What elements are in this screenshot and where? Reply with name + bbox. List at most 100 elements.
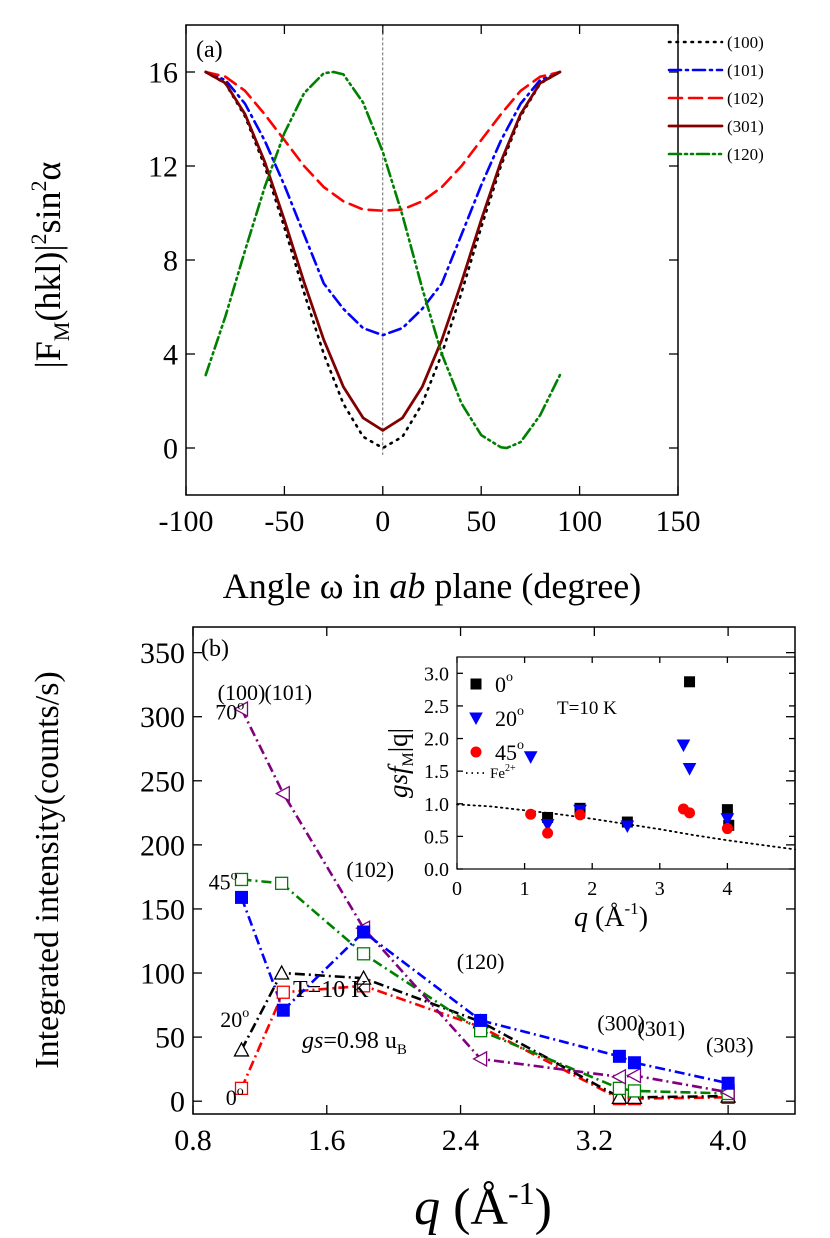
inset-series bbox=[456, 676, 796, 851]
panel-b-data-point bbox=[276, 1003, 290, 1017]
panel-b-data-point bbox=[474, 1013, 488, 1027]
inset-y-tick-label: 0.5 bbox=[424, 826, 449, 848]
inset-data-point bbox=[684, 807, 696, 819]
inset-data-point bbox=[574, 809, 586, 821]
panel-b-peak-labels: (100) (101) (102) (120) (300)(301) (303) bbox=[218, 680, 754, 1057]
panel-b-x-tick-label: 3.2 bbox=[576, 1124, 614, 1157]
inset-data-point bbox=[682, 763, 697, 776]
inset-y-tick-label: 2.0 bbox=[424, 729, 449, 751]
panel-b-data-point bbox=[234, 890, 248, 904]
inset-y-tick-label: 1.0 bbox=[424, 794, 449, 816]
panel-a-legend-label: (100) bbox=[727, 33, 764, 52]
inset-y-tick-label: 2.5 bbox=[424, 696, 449, 718]
panel-b-data-point bbox=[233, 700, 249, 718]
panel-b-peak-label: (102) bbox=[346, 857, 394, 882]
panel-b-x-tick-label: 4.0 bbox=[709, 1124, 747, 1157]
panel-b-y-axis-title: Integrated intensity(counts/s) bbox=[29, 671, 66, 1069]
inset-x-tick-label: 0 bbox=[452, 878, 462, 900]
panel-b-data-point bbox=[274, 785, 290, 802]
inset-data-point bbox=[720, 813, 735, 826]
panel-b-series bbox=[233, 700, 737, 1106]
panel-a-x-tick-label: 150 bbox=[656, 505, 701, 538]
panel-a-x-tick-label: 100 bbox=[557, 505, 602, 538]
panel-b-angle-label: 70o bbox=[215, 698, 244, 724]
panel-a-y-tick-label: 4 bbox=[163, 339, 178, 372]
panel-b-data-point bbox=[276, 985, 290, 999]
inset-data-point bbox=[684, 676, 696, 688]
panel-a-legend-label: (102) bbox=[727, 89, 764, 108]
panel-b-angle-labels: 70o 45o 20o 0o bbox=[209, 698, 250, 1110]
panel-b-x-tick-label: 2.4 bbox=[442, 1124, 480, 1157]
panel-b-data-point bbox=[357, 925, 371, 939]
inset-ticks: 0 1 2 3 4 0.0 0.5 1.0 1.5 2.0 2.5 3.0 bbox=[424, 657, 795, 900]
panel-b-angle-label: 0o bbox=[226, 1084, 244, 1110]
panel-b-x-tick-label: 1.6 bbox=[308, 1124, 346, 1157]
inset-x-tick-label: 3 bbox=[655, 878, 665, 900]
panel-b-peak-label: (101) bbox=[264, 680, 312, 705]
inset-legend-label: 0o bbox=[495, 670, 513, 697]
panel-b-y-tick-label: 250 bbox=[140, 765, 185, 798]
panel-a-x-tick-label: -100 bbox=[159, 505, 214, 538]
inset-legend-label: Fe2+ bbox=[490, 763, 516, 782]
inset-data-point bbox=[721, 823, 733, 835]
panel-b-data-point bbox=[721, 1076, 735, 1090]
panel-b-y-tick-label: 150 bbox=[140, 893, 185, 926]
panel-b-peak-label: (301) bbox=[637, 1016, 685, 1041]
panel-a-series-line bbox=[204, 70, 562, 433]
panel-b-y-tick-label: 0 bbox=[170, 1086, 185, 1119]
inset-y-tick-label: 1.5 bbox=[424, 761, 449, 783]
panel-b-data-point bbox=[612, 1049, 626, 1063]
inset-legend-label: 45o bbox=[495, 738, 524, 765]
panel-a-series-line bbox=[204, 70, 562, 337]
panel-a-y-tick-label: 8 bbox=[163, 245, 178, 278]
panel-b: 0.8 1.6 2.4 3.2 4.0 0 50 100 150 200 250 300 350 (b)… bbox=[29, 626, 796, 1236]
panel-a-x-tick-label: 0 bbox=[375, 505, 390, 538]
inset-data-point bbox=[523, 751, 538, 764]
inset-frame bbox=[456, 656, 796, 870]
inset-data-point bbox=[525, 808, 537, 820]
panel-a-ticks: -100 -50 0 50 100 150 0 4 8 12 16 bbox=[148, 25, 701, 538]
inset-y-tick-label: 3.0 bbox=[424, 663, 449, 685]
panel-b-y-tick-label: 350 bbox=[140, 637, 185, 670]
panel-b-x-axis-title: q (Å-1) bbox=[414, 1175, 552, 1236]
inset-legend-marker bbox=[470, 746, 482, 758]
inset-temperature-label: T=10 K bbox=[557, 698, 617, 719]
panel-b-angle-label: 20o bbox=[220, 1006, 249, 1032]
inset-x-axis-title: q (Å-1) bbox=[574, 899, 648, 933]
panel-a-series-line bbox=[204, 70, 562, 213]
panel-b-data-point bbox=[472, 1050, 488, 1067]
panel-a-x-tick-label: -50 bbox=[264, 505, 304, 538]
inset-y-axis-title: gsfM|q| bbox=[383, 728, 417, 798]
panel-b-data-point bbox=[233, 1041, 250, 1057]
panel-b-y-tick-label: 300 bbox=[140, 701, 185, 734]
inset-y-tick-label: 0.0 bbox=[424, 859, 449, 881]
panel-b-gs-label: gs=0.98 uB bbox=[302, 1028, 407, 1058]
panel-b-peak-label: (120) bbox=[457, 949, 505, 974]
inset-x-tick-label: 2 bbox=[587, 878, 597, 900]
panel-b-x-tick-label: 0.8 bbox=[174, 1124, 212, 1157]
inset-legend-label: 20o bbox=[495, 704, 524, 731]
panel-a-series-line bbox=[204, 70, 562, 450]
panel-b-peak-label: (303) bbox=[706, 1032, 754, 1057]
panel-a-legend-label: (101) bbox=[727, 61, 764, 80]
panel-b-data-point bbox=[273, 964, 290, 980]
panel-a-y-tick-label: 16 bbox=[148, 57, 178, 90]
panel-b-data-point bbox=[234, 1081, 249, 1096]
panel-a-y-tick-label: 0 bbox=[163, 433, 178, 466]
panel-a-legend: (100) (101) (102) (301) (120) bbox=[667, 33, 764, 164]
panel-b-data-point bbox=[234, 872, 249, 887]
inset-legend-marker bbox=[470, 678, 482, 690]
panel-b-y-tick-label: 100 bbox=[140, 958, 185, 991]
panel-b-data-point bbox=[356, 947, 371, 961]
panel-b-y-tick-label: 200 bbox=[140, 829, 185, 862]
panel-a-x-axis-title: Angle ω in ab plane (degree) bbox=[223, 566, 642, 606]
panel-a-y-tick-label: 12 bbox=[148, 151, 178, 184]
panel-b-peak-label: (100) bbox=[218, 680, 266, 705]
panel-a-legend-label: (301) bbox=[727, 117, 764, 136]
inset-data-point bbox=[721, 804, 733, 816]
panel-b-data-point bbox=[355, 969, 372, 985]
panel-b-frame bbox=[192, 626, 796, 1115]
